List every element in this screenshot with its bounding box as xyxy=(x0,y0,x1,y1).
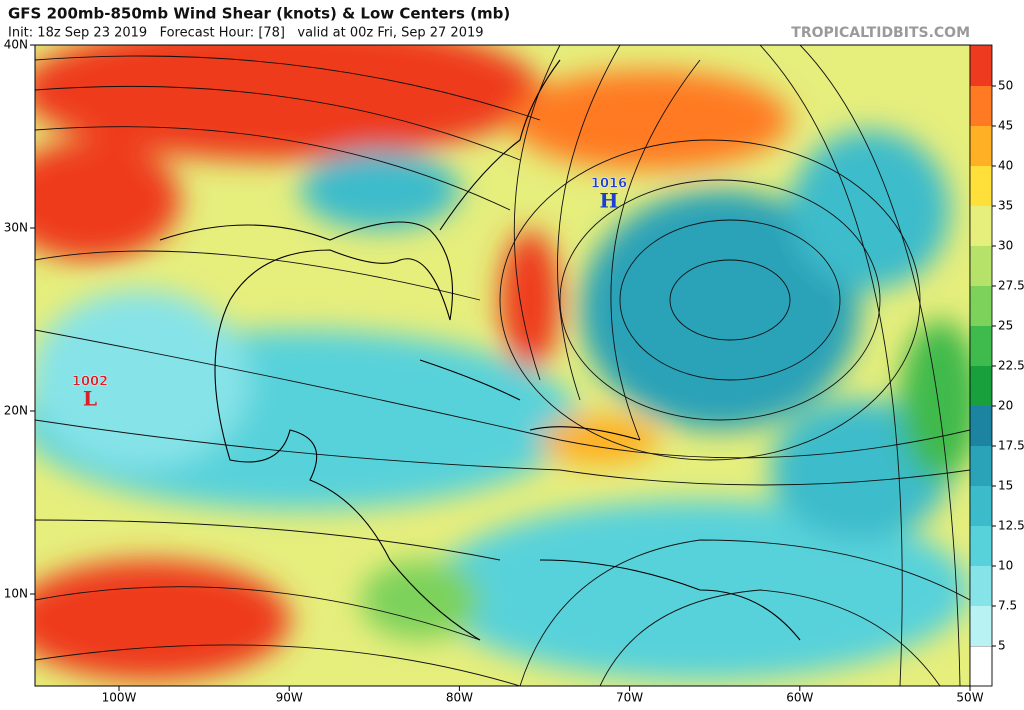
colorbar-label: 10 xyxy=(998,559,1013,573)
colorbar-label: 25 xyxy=(998,319,1013,333)
lon-label: 60W xyxy=(786,691,813,705)
lat-label: 40N xyxy=(4,38,28,52)
colorbar-label: 35 xyxy=(998,199,1013,213)
colorbar-below xyxy=(969,645,993,687)
colorbar-band xyxy=(970,406,992,446)
colorbar-label: 7.5 xyxy=(998,599,1017,613)
lon-label: 50W xyxy=(956,691,983,705)
colorbar-label: 45 xyxy=(998,119,1013,133)
title: GFS 200mb-850mb Wind Shear (knots) & Low… xyxy=(8,5,510,23)
streamlines xyxy=(35,45,970,686)
site-name: TROPICALTIDBITS.COM xyxy=(791,25,970,41)
colorbar-band xyxy=(970,326,992,366)
shear-field xyxy=(35,45,970,680)
colorbar-band xyxy=(970,45,992,86)
lon-label: 80W xyxy=(446,691,473,705)
colorbar-label: 27.5 xyxy=(998,279,1024,293)
colorbar-label: 20 xyxy=(998,399,1013,413)
lat-label: 20N xyxy=(4,404,28,418)
map xyxy=(35,45,970,686)
subtitle: Init: 18z Sep 23 2019 Forecast Hour: [78… xyxy=(8,26,484,41)
colorbar-frame xyxy=(969,44,993,687)
colorbar-band xyxy=(970,366,992,406)
colorbar-band xyxy=(970,606,992,646)
lon-label: 70W xyxy=(616,691,643,705)
colorbar-label: 50 xyxy=(998,79,1013,93)
center-symbol: H xyxy=(600,189,619,213)
lat-label: 10N xyxy=(4,587,28,601)
colorbar-band xyxy=(970,166,992,206)
coastlines xyxy=(159,59,801,641)
center-pressure: 1016 xyxy=(591,177,627,192)
colorbar-label: 12.5 xyxy=(998,519,1024,533)
colorbar-band xyxy=(970,286,992,326)
colorbar-band xyxy=(970,206,992,246)
colorbar-band xyxy=(970,86,992,126)
colorbar-band xyxy=(970,446,992,486)
colorbar-band xyxy=(970,126,992,166)
lon-label: 100W xyxy=(102,691,137,705)
center-pressure: 1002 xyxy=(72,375,108,390)
colorbar-label: 17.5 xyxy=(998,439,1024,453)
lon-label: 90W xyxy=(276,691,303,705)
colorbar-band xyxy=(970,526,992,566)
colorbar-band xyxy=(970,566,992,606)
colorbar-label: 40 xyxy=(998,159,1013,173)
colorbar-band xyxy=(970,246,992,286)
center-symbol: L xyxy=(83,387,97,411)
colorbar-label: 15 xyxy=(998,479,1013,493)
lat-label: 30N xyxy=(4,221,28,235)
colorbar-label: 5 xyxy=(998,639,1006,653)
colorbar-label: 22.5 xyxy=(998,359,1024,373)
colorbar-label: 30 xyxy=(998,239,1013,253)
colorbar-band xyxy=(970,486,992,526)
